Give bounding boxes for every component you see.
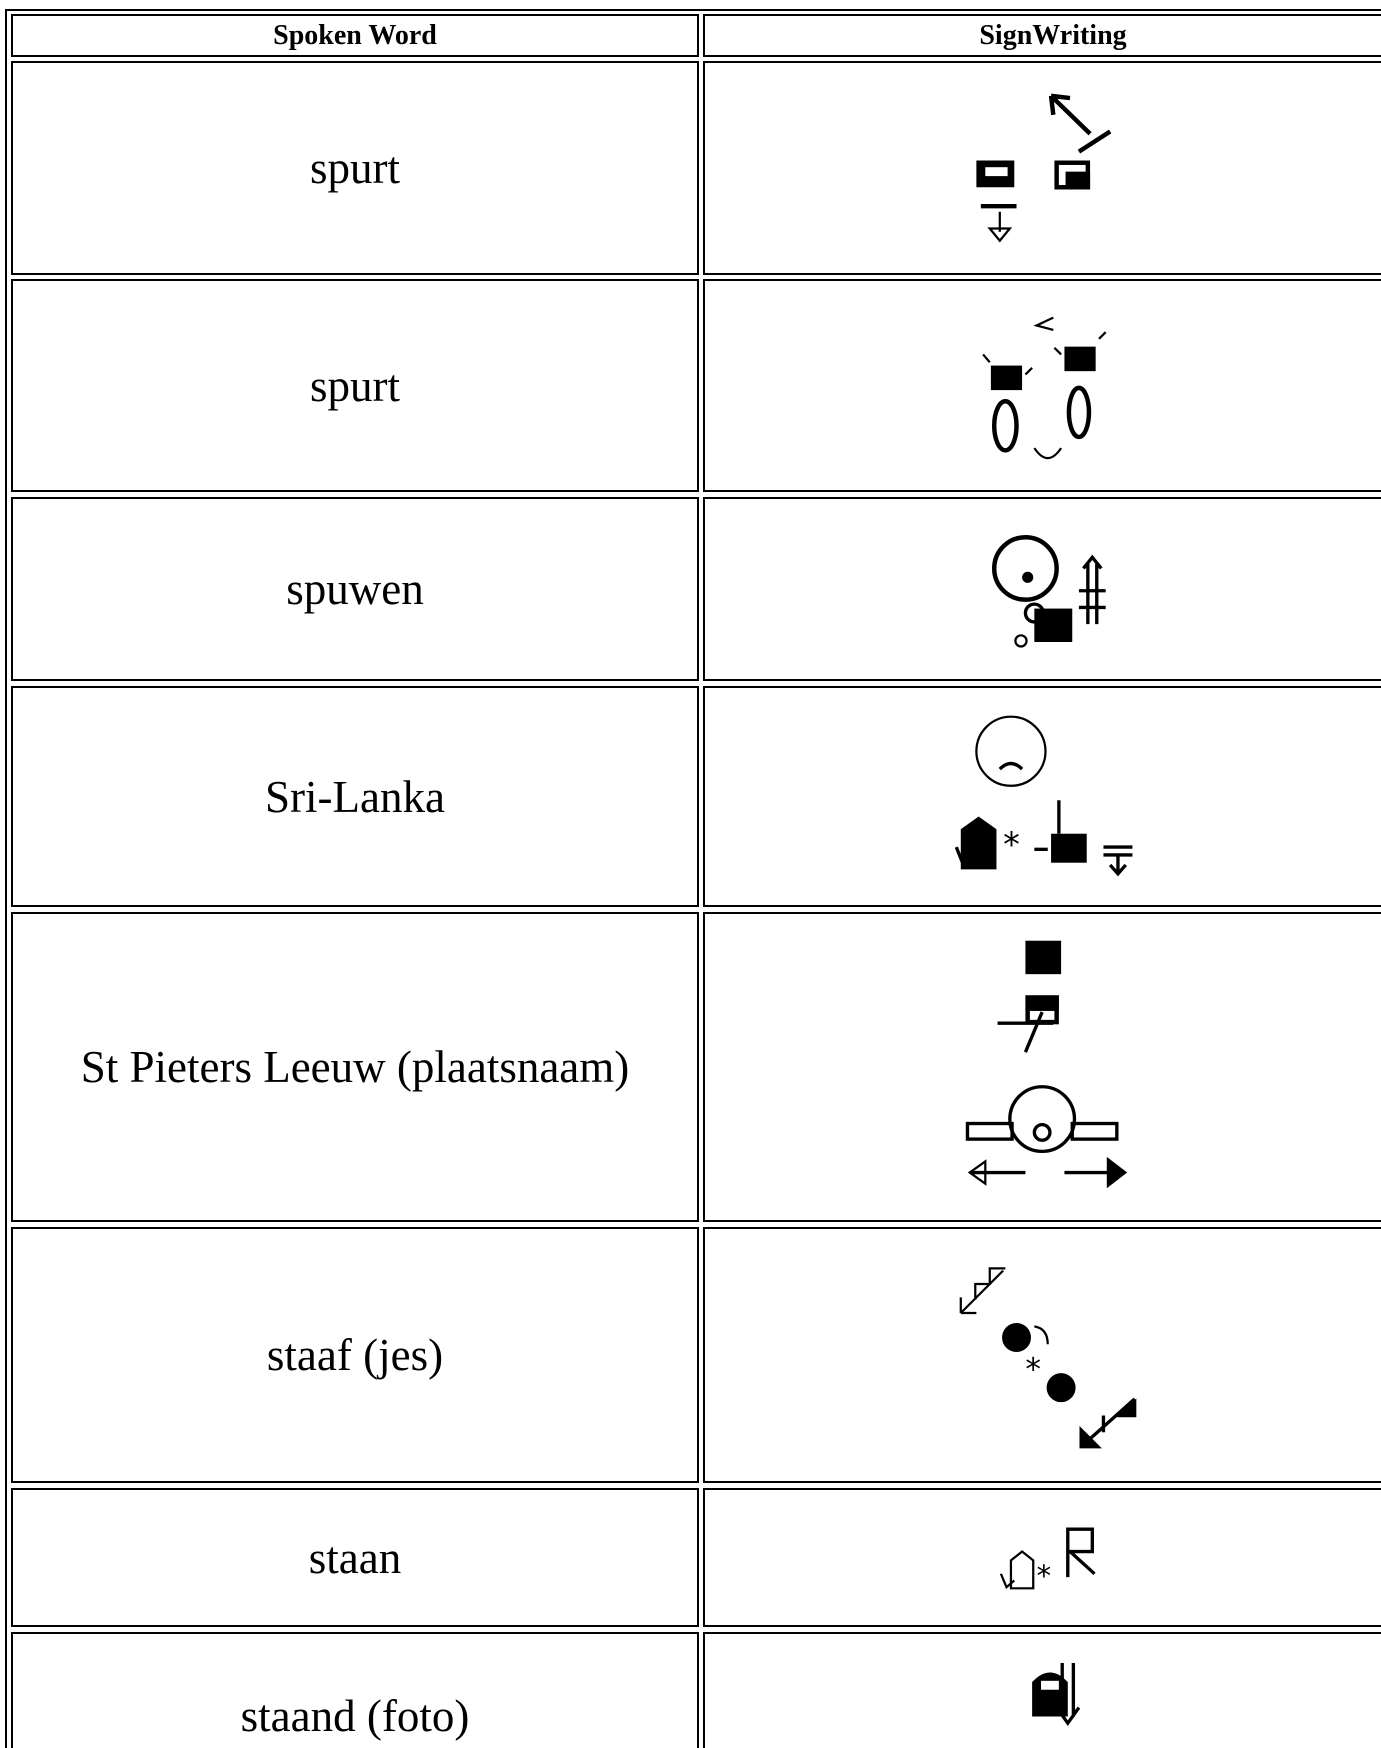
word-cell: staan (11, 1488, 699, 1627)
sign-cell (703, 686, 1381, 907)
word-cell: spuwen (11, 497, 699, 681)
sign-cell (703, 497, 1381, 681)
word-cell: Sri-Lanka (11, 686, 699, 907)
header-cell: SignWriting (703, 14, 1381, 57)
header-cell: Spoken Word (11, 14, 699, 57)
sign-cell (703, 1632, 1381, 1748)
word-cell: spurt (11, 61, 699, 275)
word-cell: staaf (jes) (11, 1227, 699, 1483)
table-frame (5, 9, 1381, 1748)
sign-cell (703, 1488, 1381, 1627)
word-cell: staand (foto) (11, 1632, 699, 1748)
word-cell: spurt (11, 279, 699, 492)
sign-cell (703, 279, 1381, 492)
word-cell: St Pieters Leeuw (plaatsnaam) (11, 912, 699, 1222)
sign-cell (703, 912, 1381, 1222)
svg-text:*: * (1037, 1559, 1051, 1593)
svg-text:*: * (1025, 1352, 1041, 1388)
sign-cell (703, 1227, 1381, 1483)
svg-text:*: * (1003, 825, 1020, 864)
sign-cell (703, 61, 1381, 275)
